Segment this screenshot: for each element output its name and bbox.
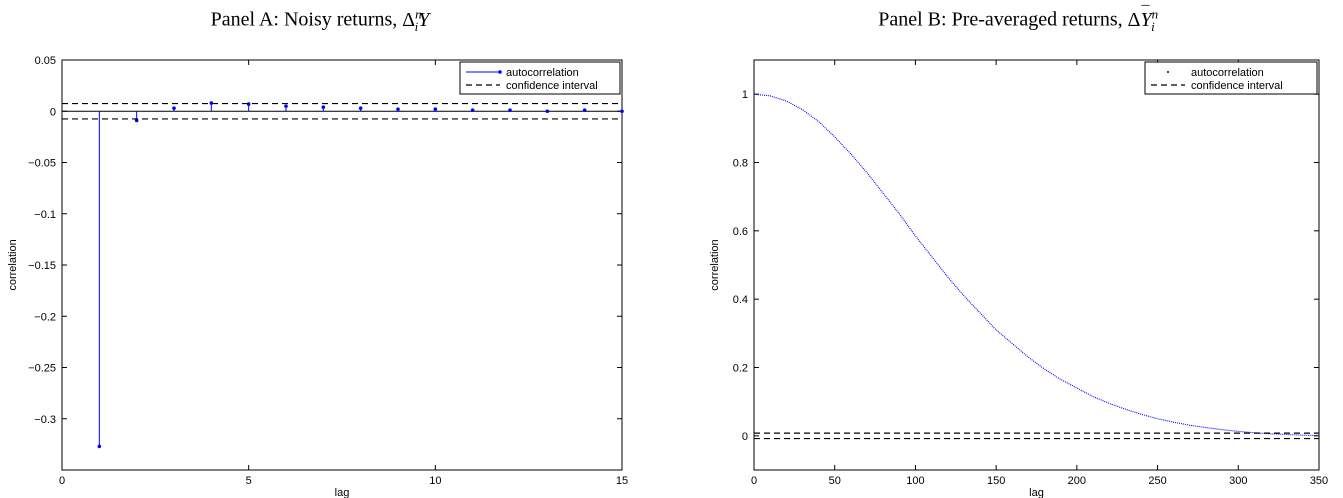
autocorrelation-point	[545, 109, 550, 114]
autocorrelation-point	[582, 108, 587, 113]
legend-box	[459, 61, 621, 95]
plot-frame	[61, 59, 623, 471]
legend-swatch-autocorrelation	[1167, 71, 1169, 73]
autocorrelation-point	[284, 104, 288, 108]
legend-box	[1144, 61, 1318, 95]
y-tick-label: −0.15	[28, 260, 56, 272]
panel-a-title: Panel A: Noisy returns, ΔniY	[0, 6, 640, 35]
x-tick-label: 150	[987, 475, 1005, 487]
y-tick-label: 0.2	[733, 363, 748, 375]
panel-b-title-math: ΔY ¯ ni	[1127, 3, 1159, 34]
y-tick-label: 0.4	[733, 294, 748, 306]
y-tick-label: 0.8	[733, 158, 748, 170]
legend-label: confidence interval	[506, 80, 598, 92]
x-tick-label: 350	[1310, 475, 1328, 487]
y-tick-label: 1	[742, 89, 748, 101]
x-axis-label: lag	[1029, 487, 1044, 498]
y-tick-label: −0.05	[28, 158, 56, 170]
autocorrelation-point	[358, 106, 363, 110]
y-tick-label: −0.3	[34, 414, 56, 426]
legend-label: confidence interval	[1191, 80, 1283, 92]
x-tick-label: 0	[59, 475, 65, 487]
plot-frame	[753, 59, 1320, 471]
y-tick-label: 0	[742, 431, 748, 443]
autocorrelation-point	[620, 109, 624, 114]
panel-b-title-text: Panel B: Pre-averaged returns,	[878, 8, 1128, 31]
legend-label: autocorrelation	[506, 67, 579, 79]
y-tick-label: −0.25	[28, 363, 56, 375]
autocorrelation-point	[134, 118, 139, 123]
autocorrelation-point	[433, 107, 438, 111]
panel-b-title: Panel B: Pre-averaged returns, ΔY ¯ ni	[690, 3, 1343, 35]
legend-swatch-marker	[498, 70, 502, 74]
autocorrelation-point	[97, 444, 102, 449]
autocorrelation-point	[172, 106, 176, 110]
autocorrelation-point	[396, 107, 400, 111]
y-axis-label: correlation	[7, 239, 19, 290]
panel-b: Panel B: Pre-averaged returns, ΔY ¯ ni 0 50…	[690, 0, 1343, 498]
x-axis-label: lag	[335, 487, 350, 498]
x-tick-label: 250	[1148, 475, 1166, 487]
x-tick-label: 0	[751, 475, 757, 487]
x-tick-label: 100	[906, 475, 924, 487]
x-tick-label: 300	[1229, 475, 1247, 487]
y-tick-label: 0.6	[733, 226, 748, 238]
x-tick-label: 5	[246, 475, 252, 487]
chart-a: 0 5 10 15 0.05 0 −0.05 −0.1 −0.15 −0.2 −0.25 −0.3 la…	[7, 55, 628, 498]
chart-b: 0 50 100 150 200 250 300 350 1 0.8 0.6 0.4 0.2 0 lag co…	[709, 59, 1328, 498]
x-tick-label: 15	[616, 475, 628, 487]
y-tick-label: −0.2	[34, 311, 56, 323]
x-tick-label: 10	[429, 475, 441, 487]
y-tick-label: 0	[50, 106, 56, 118]
x-tick-label: 200	[1068, 475, 1086, 487]
panel-a-title-math: ΔniY	[402, 6, 430, 34]
y-tick-label: 0.05	[35, 55, 56, 67]
autocorrelation-curve	[753, 93, 1320, 437]
panel-a-title-text: Panel A: Noisy returns,	[210, 8, 403, 31]
y-tick-label: −0.1	[34, 209, 56, 221]
autocorrelation-point	[321, 105, 326, 109]
autocorrelation-point	[470, 108, 475, 113]
autocorrelation-point	[508, 108, 512, 113]
y-axis-label: correlation	[709, 239, 721, 290]
panel-a: Panel A: Noisy returns, ΔniY 0 5 10 15 0.05 0…	[0, 0, 640, 498]
legend-label: autocorrelation	[1191, 67, 1264, 79]
x-tick-label: 50	[829, 475, 841, 487]
